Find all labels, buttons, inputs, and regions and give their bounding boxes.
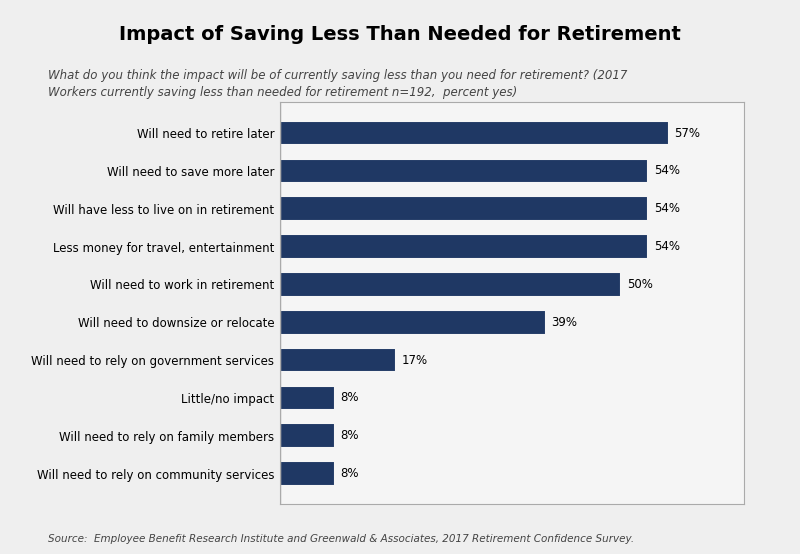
Text: 50%: 50% [626, 278, 653, 291]
Bar [280, 197, 649, 221]
Bar [280, 461, 334, 486]
Text: Source:  Employee Benefit Research Institute and Greenwald & Associates, 2017 Re: Source: Employee Benefit Research Instit… [48, 534, 634, 544]
Bar [280, 234, 649, 259]
Text: 57%: 57% [674, 126, 701, 140]
Text: 54%: 54% [654, 240, 680, 253]
Bar [280, 310, 546, 335]
Text: Impact of Saving Less Than Needed for Retirement: Impact of Saving Less Than Needed for Re… [119, 25, 681, 44]
Bar [280, 272, 621, 297]
Text: 8%: 8% [340, 467, 358, 480]
Bar [280, 386, 334, 410]
Text: 8%: 8% [340, 429, 358, 442]
Text: 54%: 54% [654, 165, 680, 177]
Text: 54%: 54% [654, 202, 680, 215]
Text: 8%: 8% [340, 392, 358, 404]
Text: 39%: 39% [551, 316, 578, 329]
Bar [280, 158, 649, 183]
Text: 17%: 17% [402, 353, 427, 367]
Text: What do you think the impact will be of currently saving less than you need for : What do you think the impact will be of … [48, 69, 627, 82]
Bar [280, 423, 334, 448]
Bar [280, 348, 396, 372]
Bar [280, 121, 669, 145]
Text: Workers currently saving less than needed for retirement n=192,  percent yes): Workers currently saving less than neede… [48, 86, 518, 99]
